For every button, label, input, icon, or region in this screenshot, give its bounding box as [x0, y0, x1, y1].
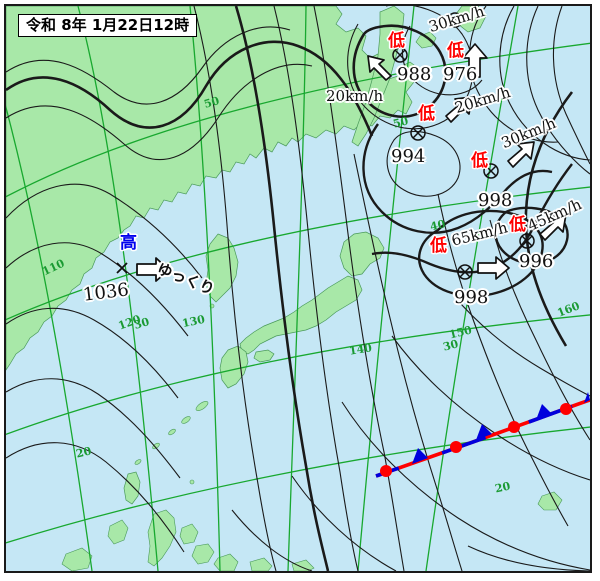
parallel-50 — [6, 42, 590, 198]
motion-arrow-low-998-b — [477, 256, 510, 280]
pressure-value-996: 996 — [519, 251, 554, 272]
center-marker-low-988 — [392, 47, 408, 63]
meridian-160 — [425, 6, 519, 571]
front-warm-semicircles — [380, 403, 572, 477]
low-symbol-976: 低 — [447, 41, 464, 61]
pressure-value-998-b: 998 — [454, 287, 489, 308]
center-marker-high-1036 — [116, 262, 128, 274]
low-symbol-998-a: 低 — [471, 151, 488, 171]
low-symbol-998-b: 低 — [430, 236, 447, 256]
isobar-bold-low-988 — [352, 24, 447, 118]
symbol-layer — [116, 12, 567, 282]
low-symbol-994: 低 — [418, 104, 435, 124]
high-symbol-1036: 高 — [120, 233, 137, 253]
meridian-140 — [287, 6, 307, 571]
motion-speed-988: 20km/h — [326, 87, 384, 105]
motion-arrow-low-988 — [367, 55, 392, 81]
isobar-bold-low-998b — [418, 209, 544, 298]
parallel-30 — [6, 314, 590, 436]
isobar-bold-low-996 — [494, 206, 569, 265]
landmass-asia — [6, 6, 419, 371]
isobar-bold-japan — [234, 6, 330, 571]
landmass-kyushu — [219, 345, 249, 389]
center-marker-low-976 — [447, 12, 463, 28]
isobar-bold-right — [524, 91, 574, 347]
meridian-120 — [77, 6, 159, 571]
motion-arrow-high-1036 — [136, 257, 170, 282]
meridian-110 — [6, 105, 93, 571]
motion-arrow-low-998-a — [507, 141, 535, 168]
front-layer — [375, 392, 590, 478]
motion-arrow-low-994 — [445, 96, 473, 123]
center-marker-low-998-a — [483, 163, 499, 179]
pressure-value-994: 994 — [391, 146, 426, 167]
weather-map-frame: 令和 8年 1月22日12時 高 1036 ゆっくり 低 988 20km/h … — [4, 4, 592, 573]
pressure-value-976: 976 — [443, 64, 478, 85]
landmass-philippines — [61, 509, 315, 571]
low-symbol-988: 低 — [388, 31, 405, 51]
center-marker-low-996 — [519, 233, 535, 249]
chart-title: 令和 8年 1月22日12時 — [18, 14, 198, 37]
landmass-shikoku — [253, 349, 275, 363]
graticule-layer — [6, 6, 590, 571]
front-cold-triangles — [412, 392, 590, 464]
landmass-kuril-1 — [415, 31, 437, 49]
isobar-bold-994-998 — [362, 123, 553, 234]
center-marker-low-994 — [410, 125, 426, 141]
pressure-value-988: 988 — [397, 64, 432, 85]
landmass-honshu — [239, 275, 363, 355]
motion-arrow-low-996 — [539, 213, 567, 241]
parallel-20 — [6, 426, 590, 544]
basemap-layer — [6, 6, 590, 571]
motion-arrow-low-976 — [462, 43, 488, 78]
low-symbol-996: 低 — [509, 215, 526, 235]
isobar-994 — [386, 131, 461, 197]
landmass-taiwan — [123, 471, 141, 505]
pressure-value-998-a: 998 — [478, 190, 513, 211]
isobar-bold-nw — [6, 40, 374, 137]
center-marker-low-998-b — [457, 264, 473, 280]
landmass-ryukyu — [134, 303, 215, 485]
